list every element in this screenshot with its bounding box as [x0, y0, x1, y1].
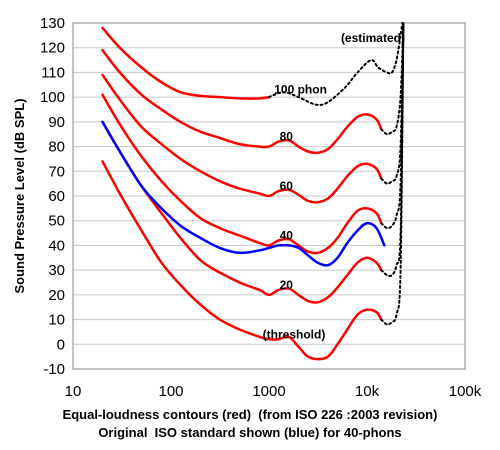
curve-annotation: 100 phon [274, 83, 327, 97]
y-tick-label: 110 [41, 64, 65, 81]
y-tick-label: 60 [48, 188, 65, 205]
y-tick-label: -10 [43, 361, 65, 378]
curve-annotation: (estimated) [341, 31, 405, 45]
red-solid-curve [101, 26, 271, 100]
red-solid-curve [101, 93, 383, 255]
dotted-dotted-curve [380, 22, 405, 136]
curve-annotation: 40 [280, 229, 294, 243]
y-tick-label: 10 [48, 312, 65, 329]
y-tick-label: 70 [48, 163, 65, 180]
y-tick-label: 130 [40, 15, 65, 32]
curve-annotation: 60 [280, 179, 294, 193]
red-solid-curve [101, 160, 383, 361]
x-tick-label: 100k [449, 383, 482, 400]
y-tick-label: 0 [57, 336, 65, 353]
y-tick-labels: -10 0 10 20 30 40 50 60 70 80 90 100 110 120 130 [40, 15, 65, 378]
y-tick-label: 30 [48, 262, 65, 279]
x-tick-label: 10k [355, 383, 380, 400]
dotted-dotted-curve [380, 22, 405, 230]
curve-annotation: 80 [280, 130, 294, 144]
y-tick-label: 90 [48, 114, 65, 131]
y-tick-label: 80 [48, 139, 65, 156]
blue-solid-curve [101, 120, 386, 267]
y-tick-label: 120 [40, 40, 65, 57]
dotted-dotted-curve [268, 22, 404, 106]
red-solid-curve [101, 73, 383, 204]
x-tick-label: 1000 [252, 383, 285, 400]
plot-frame [72, 22, 466, 370]
curve-annotation: (threshold) [263, 327, 326, 341]
y-tick-label: 50 [48, 213, 65, 230]
series-group [101, 22, 405, 361]
y-tick-label: 20 [48, 287, 65, 304]
red-solid-curve [101, 48, 383, 155]
caption-line-1: Equal-loudness contours (red) (from ISO … [62, 407, 438, 422]
caption-line-2: Original ISO standard shown (blue) for 4… [98, 425, 402, 440]
curve-annotation: 20 [280, 278, 294, 292]
dotted-dotted-curve [380, 22, 405, 326]
y-axis-label: Sound Pressure Level (dB SPL) [12, 98, 27, 293]
y-tick-label: 100 [40, 89, 65, 106]
y-tick-label: 40 [48, 237, 65, 254]
x-tick-label: 100 [158, 383, 183, 400]
red-solid-curve [101, 120, 383, 304]
annotations: (estimated) 100 phon 80 60 40 20 (threshold) [263, 31, 405, 342]
x-tick-label: 10 [65, 383, 82, 400]
x-tick-labels: 10 100 1000 10k 100k [65, 383, 482, 400]
